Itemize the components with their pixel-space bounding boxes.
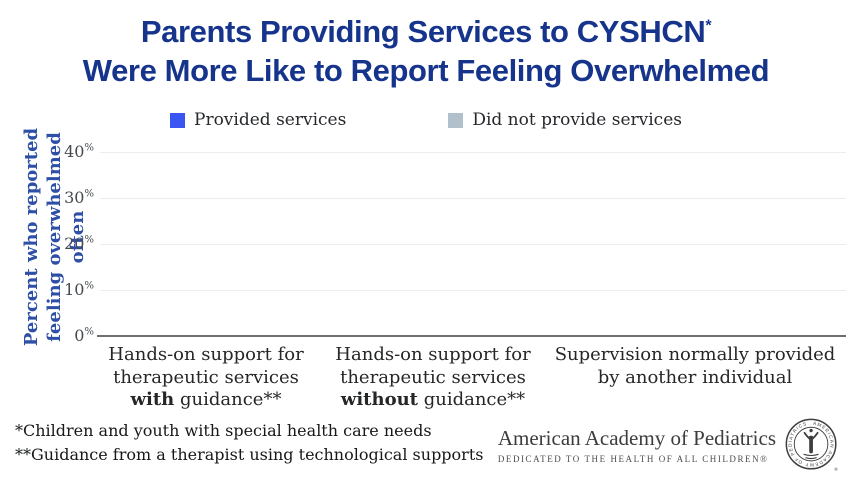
gridline-30pct xyxy=(100,198,846,199)
y-tick-40-value: 40 xyxy=(64,142,85,161)
footnote-guidance: **Guidance from a therapist using techno… xyxy=(15,444,484,464)
aap-brand-text: American Academy of Pediatrics DEDICATED… xyxy=(498,426,776,464)
x-label-1-line3-rest: guidance** xyxy=(174,389,282,410)
legend-swatch-did-not-provide-icon xyxy=(448,113,464,128)
aap-seal-registered-mark: ® xyxy=(834,466,838,472)
x-label-1-line1: Hands-on support for xyxy=(108,344,304,365)
footnotes: *Children and youth with special health … xyxy=(15,419,483,466)
aap-seal-icon: AMERICAN ACADEMY OF PEDIATRICS ® xyxy=(785,418,838,472)
x-label-supervision: Supervision normally provided by another… xyxy=(536,344,852,389)
gridline-20pct xyxy=(100,244,846,245)
chart-title-line1-text: Parents Providing Services to CYSHCN xyxy=(140,14,706,49)
x-label-3-line2: by another individual xyxy=(597,366,793,388)
x-label-2-line3-rest: guidance** xyxy=(417,389,526,410)
x-label-2-line1: Hands-on support for xyxy=(335,344,531,365)
y-tick-0-value: 0 xyxy=(74,326,85,345)
y-tick-40-suffix: % xyxy=(84,142,94,154)
legend-swatch-provided-icon xyxy=(170,113,185,128)
legend-label-did-not-provide: Did not provide services xyxy=(472,110,682,130)
x-axis-baseline xyxy=(97,335,846,337)
chart-title-line1: Parents Providing Services to CYSHCN* xyxy=(0,12,852,51)
y-tick-0-suffix: % xyxy=(84,326,94,338)
y-tick-20: 20% xyxy=(36,234,94,254)
x-label-3-line1: Supervision normally provided xyxy=(554,344,836,365)
x-label-1-bold-word: with xyxy=(130,389,175,410)
chart-title: Parents Providing Services to CYSHCN* We… xyxy=(0,12,852,90)
y-tick-30: 30% xyxy=(36,188,94,208)
y-tick-10: 10% xyxy=(36,280,94,300)
x-label-with-guidance: Hands-on support for therapeutic service… xyxy=(78,344,334,412)
x-label-2-line3: without guidance** xyxy=(305,389,561,412)
y-tick-30-suffix: % xyxy=(84,188,94,200)
y-tick-20-value: 20 xyxy=(64,234,85,253)
legend-item-did-not-provide-services: Did not provide services xyxy=(448,112,682,129)
legend-item-provided-services: Provided services xyxy=(170,112,346,129)
aap-branding: American Academy of Pediatrics DEDICATED… xyxy=(498,417,840,473)
x-label-without-guidance: Hands-on support for therapeutic service… xyxy=(305,344,561,412)
y-tick-40: 40% xyxy=(36,142,94,162)
x-label-2-line2: therapeutic services xyxy=(340,366,526,388)
gridline-40pct xyxy=(100,152,846,153)
footnote-cyshcn: *Children and youth with special health … xyxy=(15,421,432,440)
aap-brand-tagline: DEDICATED TO THE HEALTH OF ALL CHILDREN® xyxy=(497,454,769,464)
chart-title-line2: Were More Like to Report Feeling Overwhe… xyxy=(82,53,770,88)
legend: Provided services Did not provide servic… xyxy=(0,112,852,129)
y-tick-30-value: 30 xyxy=(64,188,85,207)
y-tick-0: 0% xyxy=(36,326,94,346)
y-tick-20-suffix: % xyxy=(84,234,94,246)
gridline-10pct xyxy=(100,290,846,291)
aap-brand-name: American Academy of Pediatrics xyxy=(497,426,776,450)
x-label-1-line3: with guidance** xyxy=(78,389,334,412)
y-tick-10-suffix: % xyxy=(84,280,94,292)
title-footnote-marker: * xyxy=(705,17,712,35)
x-label-2-bold-word: without xyxy=(340,389,418,410)
y-tick-10-value: 10 xyxy=(64,280,85,299)
x-label-1-line2: therapeutic services xyxy=(113,366,299,388)
legend-label-provided: Provided services xyxy=(194,110,347,130)
